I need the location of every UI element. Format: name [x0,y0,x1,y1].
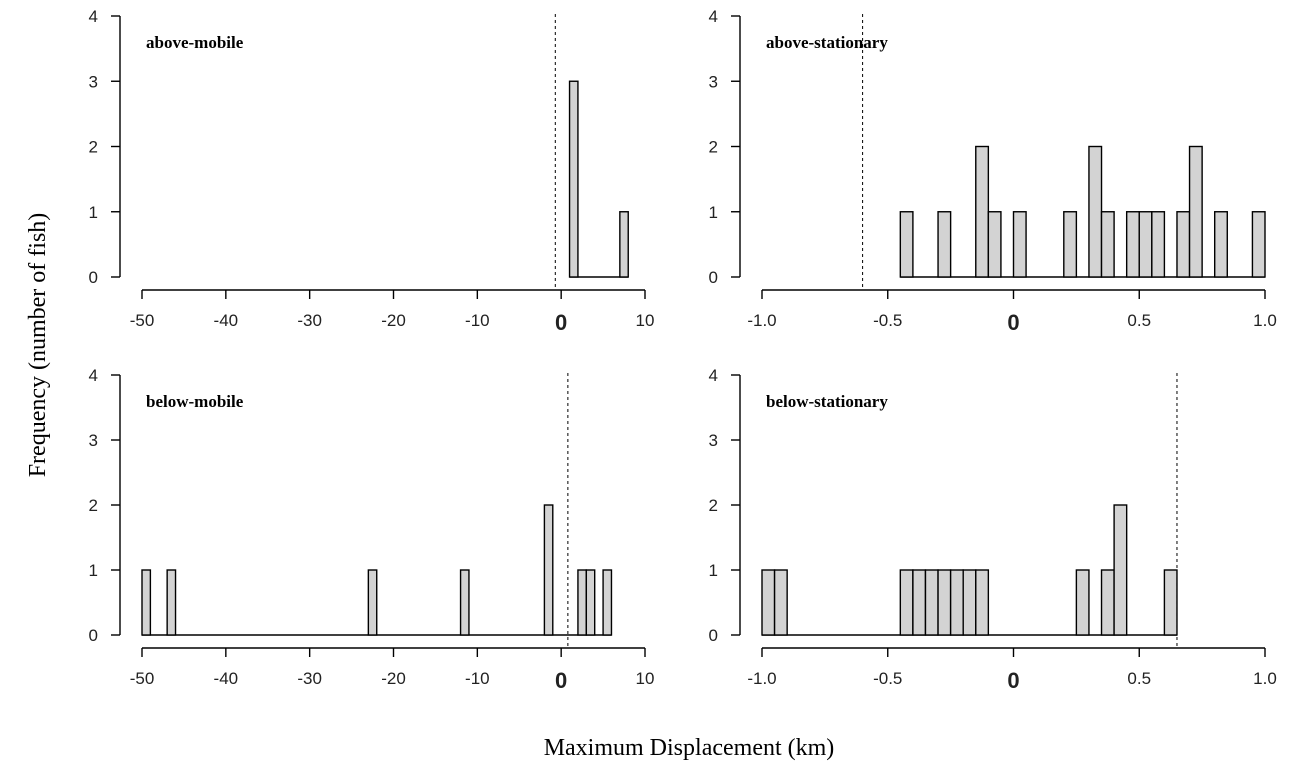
histogram-bar [585,569,596,636]
x-tick-label: -40 [214,311,239,330]
panel-title: above-mobile [146,33,244,52]
x-tick-label: -0.5 [873,669,902,688]
x-tick-label: -30 [297,311,322,330]
x-tick-label: 0 [555,668,567,693]
x-tick-label: -20 [381,311,406,330]
y-tick-label: 0 [709,626,718,645]
y-tick-label: 2 [89,138,98,157]
histogram-bar [1176,211,1191,278]
x-tick-label: 0 [1007,310,1019,335]
y-tick-label: 0 [709,268,718,287]
histogram-bar [367,569,378,636]
x-tick-label: 10 [636,311,655,330]
panel-above-mobile: 0 1 2 3 4 -50 -40 -30 -20 -10 0 10 above-mobile [89,7,655,335]
histogram-bar [459,569,470,636]
histogram-bar [937,569,952,636]
histogram-bar [924,569,939,636]
y-tick-label: 0 [89,626,98,645]
x-tick-label: -30 [297,669,322,688]
histogram-bar [1251,211,1266,278]
panel-title: below-mobile [146,392,244,411]
panel-above-stationary: 0 1 2 3 4 -1.0 -0.5 0 0.5 1.0 above-stationary [709,7,1277,335]
histogram-bar [1138,211,1153,278]
histogram-bar [899,569,914,636]
histogram-bar [1151,211,1166,278]
y-tick-label: 1 [709,203,718,222]
histogram-bar [949,569,964,636]
x-tick-label: 0 [555,310,567,335]
x-tick-label: -1.0 [747,669,776,688]
histogram-bar [1063,211,1078,278]
histogram-bar [761,569,776,636]
histogram-bar [619,211,629,278]
y-tick-label: 1 [709,561,718,580]
y-tick-label: 3 [89,72,98,91]
x-tick-label: 0.5 [1127,311,1151,330]
y-tick-label: 4 [709,7,718,26]
histogram-bar [1012,211,1027,278]
x-tick-label: 0.5 [1127,669,1151,688]
y-tick-label: 1 [89,561,98,580]
histogram-bar [899,211,914,278]
x-tick-label: -10 [465,311,490,330]
x-tick-label: -1.0 [747,311,776,330]
histogram-bar [568,80,579,278]
panel-below-stationary: 0 1 2 3 4 -1.0 -0.5 0 0.5 1.0 below-stationary [709,366,1277,693]
histogram-bar [912,569,927,636]
histogram-bar [1188,145,1203,278]
histogram-bar [962,569,977,636]
y-tick-label: 2 [89,496,98,515]
histogram-bar [1100,569,1115,636]
histogram-bar [577,569,588,636]
histogram-bar [937,211,952,278]
x-tick-label: -20 [381,669,406,688]
y-tick-label: 0 [89,268,98,287]
histogram-bar [141,569,152,636]
y-axis-label: Frequency (number of fish) [25,213,51,478]
x-tick-label: -50 [130,311,155,330]
panel-below-mobile: 0 1 2 3 4 -50 -40 -30 -20 -10 0 10 below-mobile [89,366,655,693]
x-tick-label: 10 [636,669,655,688]
x-tick-label: 1.0 [1253,669,1277,688]
histogram-bar [543,504,554,636]
x-tick-label: -40 [214,669,239,688]
histogram-bar [1125,211,1140,278]
x-tick-label: -0.5 [873,311,902,330]
histogram-bar [987,211,1002,278]
y-tick-label: 4 [89,366,98,385]
histogram-bar [1213,211,1228,278]
y-tick-label: 3 [709,72,718,91]
panel-title: above-stationary [766,33,888,52]
y-tick-label: 1 [89,203,98,222]
y-tick-label: 2 [709,138,718,157]
x-tick-label: -50 [130,669,155,688]
histogram-bar [975,569,990,636]
y-tick-label: 3 [89,431,98,450]
x-tick-label: -10 [465,669,490,688]
y-tick-label: 3 [709,431,718,450]
x-axis-label: Maximum Displacement (km) [544,735,835,761]
histogram-bar [166,569,177,636]
panel-title: below-stationary [766,392,888,411]
y-tick-label: 2 [709,496,718,515]
x-tick-label: 0 [1007,668,1019,693]
y-tick-label: 4 [89,7,98,26]
y-tick-label: 4 [709,366,718,385]
histogram-bar [1075,569,1090,636]
histogram-bar [975,145,990,278]
histogram-bar [1088,145,1103,278]
histogram-bar [1100,211,1115,278]
histogram-bar [1163,569,1178,636]
x-tick-label: 1.0 [1253,311,1277,330]
histogram-bar [602,569,613,636]
histogram-bar [773,569,788,636]
histogram-bar [1113,504,1128,636]
